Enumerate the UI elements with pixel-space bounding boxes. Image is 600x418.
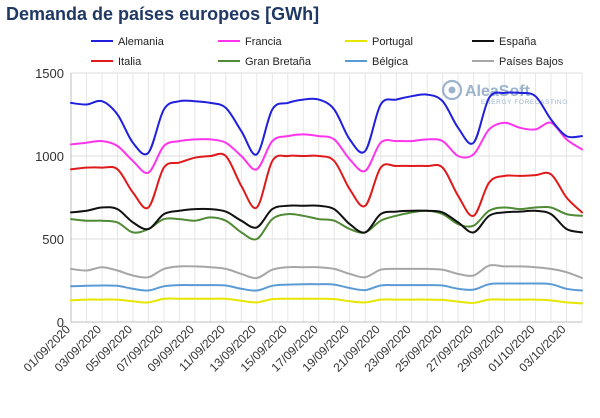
series-line-alemania xyxy=(70,91,583,156)
series-line-gran-bretana xyxy=(70,205,583,241)
axes xyxy=(70,73,582,323)
legend-label-paises-bajos: Países Bajos xyxy=(499,56,564,68)
series-line-portugal xyxy=(70,297,583,305)
legend-label-portugal: Portugal xyxy=(372,36,413,48)
y-tick-label: 1500 xyxy=(35,66,64,81)
aleasoft-watermark: AleaSoft ENERGY FORECASTING xyxy=(441,79,568,106)
series-line-francia xyxy=(70,121,583,174)
y-tick-label: 0 xyxy=(57,315,64,330)
x-axis-ticks: 01/09/202003/09/202005/09/202007/09/2020… xyxy=(21,322,569,375)
watermark-tagline: ENERGY FORECASTING xyxy=(481,99,568,106)
series-line-paises-bajos xyxy=(70,264,583,280)
aleasoft-logo-dot xyxy=(448,86,456,94)
legend-label-espana: España xyxy=(499,36,537,48)
legend-label-gran-bretana: Gran Bretaña xyxy=(245,56,312,68)
chart-title: Demanda de países europeos [GWh] xyxy=(6,4,320,24)
y-axis-ticks: 0 500 1000 1500 xyxy=(35,66,64,330)
y-tick-label: 1000 xyxy=(35,149,64,164)
legend-label-belgica: Bélgica xyxy=(372,56,409,68)
y-tick-label: 500 xyxy=(42,232,64,247)
grid-lines xyxy=(70,72,583,323)
aleasoft-logo-icon xyxy=(441,79,463,101)
legend-label-francia: Francia xyxy=(245,36,283,48)
series-lines xyxy=(70,91,583,305)
series-line-italia xyxy=(70,152,583,217)
series-line-belgica xyxy=(70,282,583,292)
series-line-espana xyxy=(70,204,583,234)
legend-label-alemania: Alemania xyxy=(118,36,165,48)
legend-label-italia: Italia xyxy=(118,56,142,68)
watermark-brand: AleaSoft xyxy=(465,83,531,100)
legend: Alemania Francia Portugal España Italia Gran … xyxy=(91,36,564,68)
